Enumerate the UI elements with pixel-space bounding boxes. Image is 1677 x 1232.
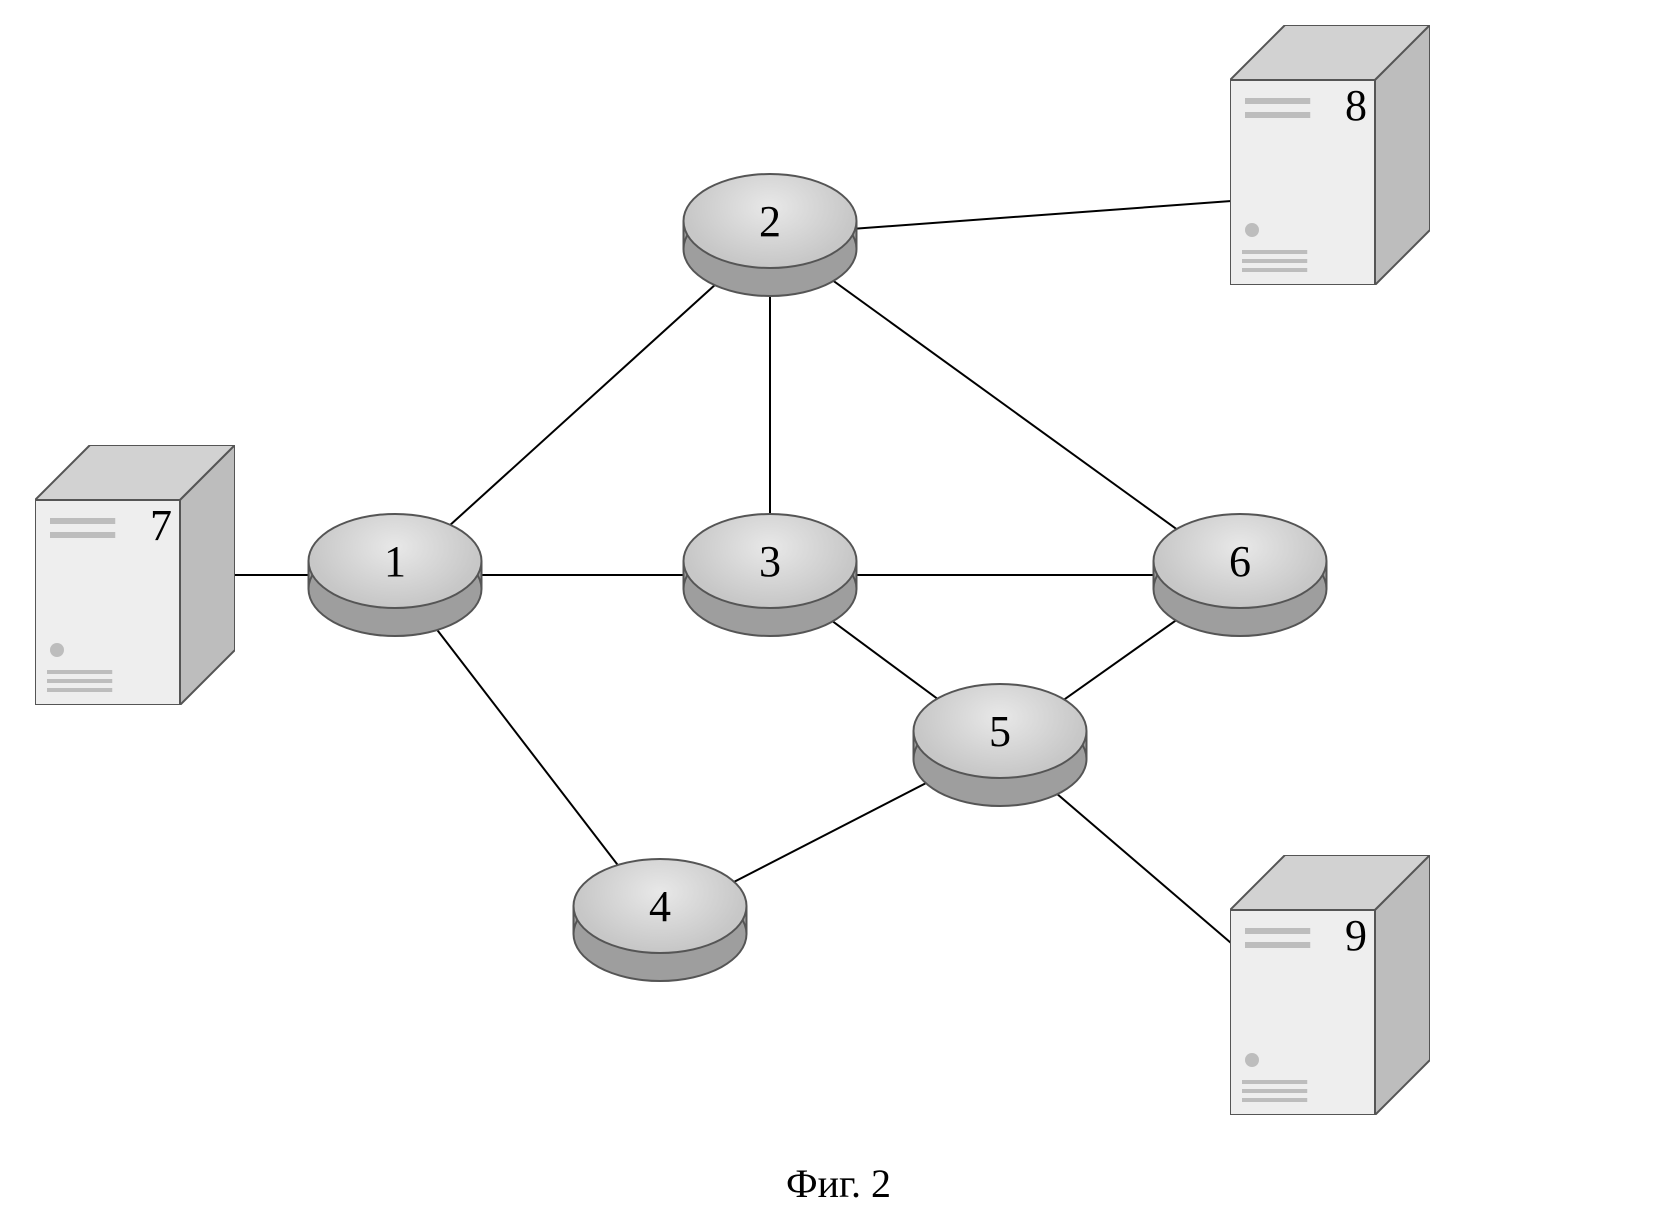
router-node-label: 5: [913, 683, 1088, 779]
router-node-5: 5: [913, 683, 1088, 807]
router-node-label: 6: [1153, 513, 1328, 609]
network-diagram: Фиг. 2 1 2 3 4 56 7 8 9: [0, 0, 1677, 1232]
router-node-4: 4: [573, 858, 748, 982]
server-node-label: 8: [1345, 80, 1367, 131]
server-node-7: 7: [35, 445, 235, 705]
router-node-label: 4: [573, 858, 748, 954]
router-node-label: 3: [683, 513, 858, 609]
router-node-2: 2: [683, 173, 858, 297]
figure-caption: Фиг. 2: [0, 1160, 1677, 1207]
server-icon: [35, 445, 235, 705]
server-icon: [1230, 855, 1430, 1115]
server-node-9: 9: [1230, 855, 1430, 1115]
server-node-label: 9: [1345, 910, 1367, 961]
router-node-label: 2: [683, 173, 858, 269]
router-node-label: 1: [308, 513, 483, 609]
server-icon: [1230, 25, 1430, 285]
router-node-3: 3: [683, 513, 858, 637]
server-node-label: 7: [150, 500, 172, 551]
router-node-1: 1: [308, 513, 483, 637]
router-node-6: 6: [1153, 513, 1328, 637]
server-node-8: 8: [1230, 25, 1430, 285]
